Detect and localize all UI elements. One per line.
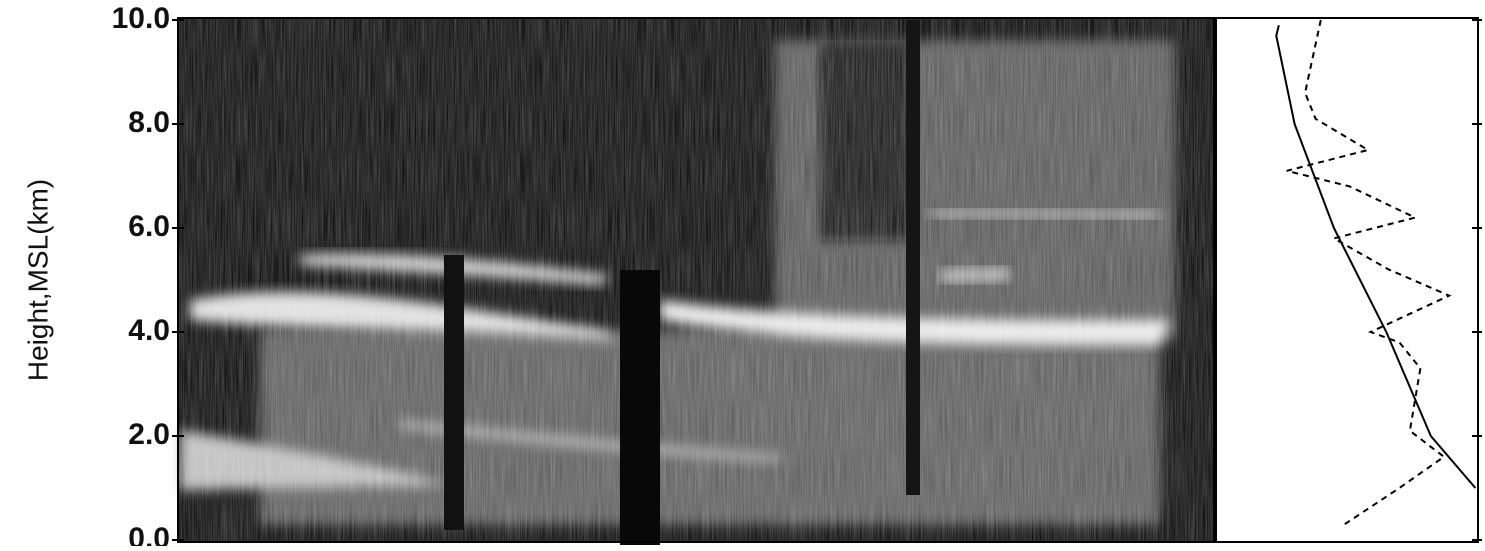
- image-frame: [177, 17, 1215, 543]
- profile-frame: [1215, 17, 1479, 543]
- profile-line: [1275, 24, 1477, 489]
- y-tick-label: 4.0: [128, 314, 170, 347]
- y-tick-label: 8.0: [128, 106, 170, 139]
- y-tick-label: 2.0: [128, 418, 170, 451]
- y-tick-label: 0.0: [128, 522, 170, 546]
- y-tick-label: 6.0: [128, 210, 170, 243]
- lidar-image: [178, 18, 1214, 545]
- profile-line: [1286, 19, 1452, 526]
- y-axis-label: Height,MSL(km): [22, 179, 53, 381]
- y-tick-label: 10.0: [112, 2, 170, 35]
